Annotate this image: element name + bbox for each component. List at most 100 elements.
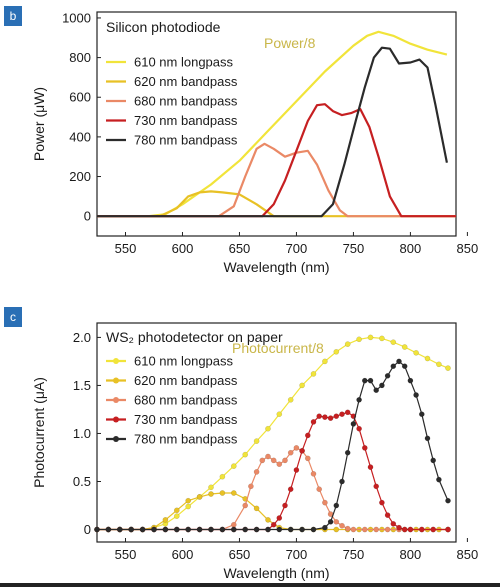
data-point [390, 339, 397, 346]
data-point [390, 363, 397, 369]
data-point [356, 336, 362, 343]
data-point [253, 526, 260, 533]
data-point [282, 457, 288, 464]
data-point [173, 513, 180, 519]
data-point [162, 526, 169, 533]
data-point [333, 502, 340, 509]
data-point [430, 526, 437, 533]
plot-frame [96, 322, 457, 543]
data-point [242, 526, 248, 533]
chart-panel-c: c 550 600 650 700 750 800 850 0 0.5 1.0 1.5 2.0 Wave… [0, 293, 500, 587]
data-point [173, 507, 180, 514]
data-point [322, 414, 328, 420]
series-4 [97, 103, 456, 218]
series-4 [94, 409, 451, 533]
data-point [418, 526, 425, 533]
data-point [253, 469, 260, 475]
data-point [333, 526, 340, 533]
legend-entry: 730 nm bandpass [134, 113, 238, 128]
data-point [94, 526, 100, 533]
data-point [248, 483, 254, 490]
data-point [333, 413, 340, 419]
data-point [304, 455, 311, 462]
data-point [445, 497, 451, 504]
data-point [379, 335, 385, 342]
chart-c-svg: 550 600 650 700 750 800 850 0 0.5 1.0 1.5 2.0 Wavele… [31, 322, 479, 581]
chart-title: WS₂ photodetector on paper [106, 329, 283, 345]
chart-annotation: Photocurrent/8 [232, 340, 324, 356]
data-point [407, 377, 414, 384]
x-tick-label: 650 [229, 547, 251, 562]
data-point [445, 526, 451, 533]
data-point [367, 464, 374, 470]
data-point [185, 526, 191, 533]
x-tick-label: 850 [457, 241, 479, 256]
series-line [97, 190, 456, 218]
data-point [282, 502, 288, 509]
data-point [287, 486, 294, 492]
x-axis-label: Wavelength (nm) [223, 565, 329, 581]
series-line [97, 411, 448, 531]
data-point [396, 358, 402, 365]
data-point [310, 526, 317, 533]
y-tick-label: 0.5 [73, 474, 91, 489]
data-point [208, 526, 214, 533]
data-point [265, 526, 271, 533]
data-point [333, 349, 340, 355]
y-tick-label: 200 [69, 169, 91, 184]
legend-entry: 680 nm bandpass [134, 393, 238, 408]
data-point [373, 526, 380, 533]
data-point [344, 341, 351, 347]
data-point [316, 486, 323, 492]
series-line [97, 142, 456, 218]
data-point [230, 521, 237, 528]
data-point [401, 526, 408, 533]
data-point [356, 425, 362, 432]
data-point [208, 484, 214, 491]
data-point [310, 419, 317, 425]
x-tick-label: 650 [229, 241, 251, 256]
x-tick-label: 550 [115, 547, 137, 562]
data-point [276, 515, 283, 521]
y-tick-label: 2.0 [73, 330, 91, 345]
x-tick-label: 850 [457, 547, 479, 562]
data-point [259, 457, 266, 464]
y-tick-label: 1.0 [73, 426, 91, 441]
data-point [384, 526, 391, 533]
data-point [407, 526, 414, 533]
data-point [322, 358, 328, 365]
legend-entry: 780 nm bandpass [134, 432, 238, 447]
data-point [418, 411, 425, 417]
data-point [230, 526, 237, 533]
data-point [436, 476, 442, 483]
data-point [276, 411, 283, 417]
data-point [293, 467, 300, 473]
data-point [304, 432, 311, 439]
data-point [276, 461, 283, 467]
data-point [219, 490, 226, 496]
data-point [379, 499, 385, 506]
data-point [287, 397, 294, 403]
chart-annotation: Power/8 [264, 35, 316, 51]
data-point [287, 449, 294, 456]
data-point [424, 355, 431, 362]
legend-entry: 620 nm bandpass [134, 74, 238, 89]
data-point [219, 473, 226, 480]
data-point [242, 451, 248, 458]
x-tick-label: 700 [286, 547, 308, 562]
legend-entry: 680 nm bandpass [134, 94, 238, 109]
x-tick-label: 800 [400, 241, 422, 256]
y-axis-label: Power (μW) [31, 87, 47, 161]
series-5 [94, 358, 451, 533]
data-point [270, 521, 277, 528]
y-axis-label: Photocurrent (μA) [31, 377, 47, 488]
data-point [230, 490, 237, 496]
data-point [424, 435, 431, 442]
y-tick-label: 0 [84, 522, 91, 537]
legend-marker [113, 358, 119, 364]
y-tick-label: 800 [69, 50, 91, 65]
data-point [196, 526, 203, 533]
data-point [327, 415, 334, 421]
data-point [299, 447, 305, 454]
data-point [339, 411, 345, 417]
